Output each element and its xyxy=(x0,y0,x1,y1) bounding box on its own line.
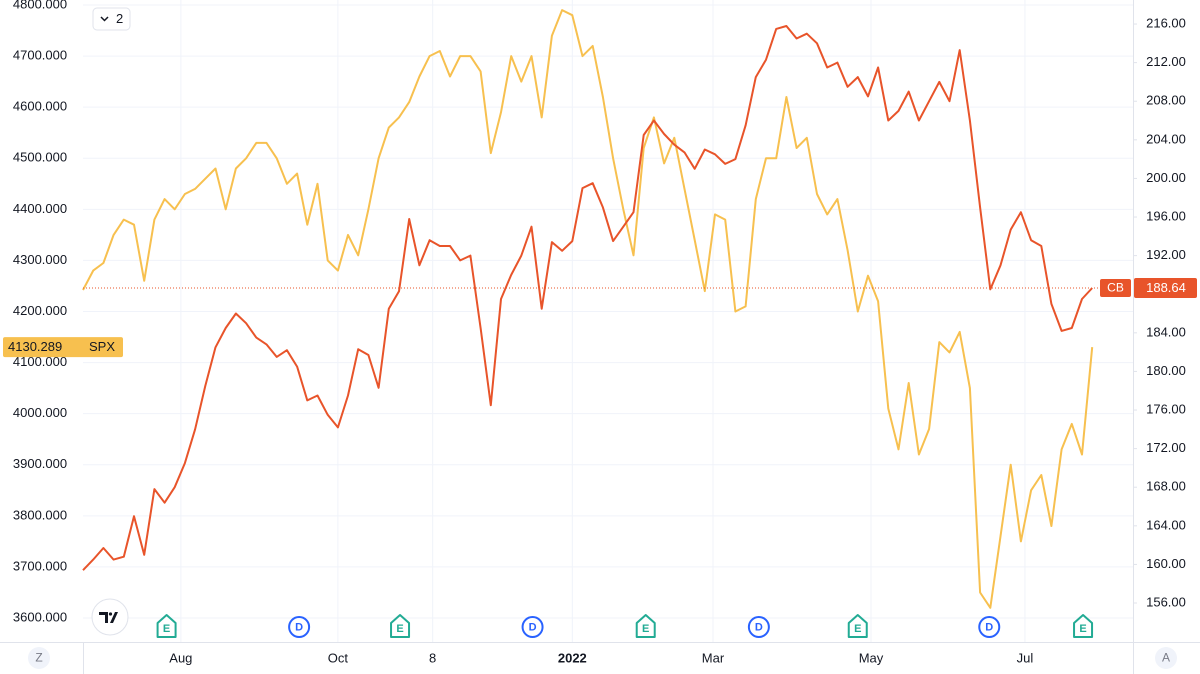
chevron-icon xyxy=(100,16,109,22)
y2-tick-label: 164.00 xyxy=(1146,517,1186,532)
y-tick-label: 3600.000 xyxy=(13,609,67,624)
event-marker[interactable]: D xyxy=(747,616,770,638)
y-tick-label: 4200.000 xyxy=(13,303,67,318)
series-line xyxy=(82,25,1093,571)
logo-mark xyxy=(99,612,118,623)
y-tick-label: 3900.000 xyxy=(13,456,67,471)
right-scale-button[interactable]: A xyxy=(1155,647,1177,669)
y2-tick-label: 184.00 xyxy=(1146,324,1186,339)
event-marker[interactable]: E xyxy=(156,614,177,638)
left-scale-button[interactable]: Z xyxy=(28,647,50,669)
tv-logo[interactable] xyxy=(91,598,129,636)
y-tick-label: 4300.000 xyxy=(13,252,67,267)
scale-button-label: A xyxy=(1162,651,1170,665)
legend-toggle-box[interactable] xyxy=(92,7,131,31)
y-tick-label: 4000.000 xyxy=(13,405,67,420)
y2-tick-label: 168.00 xyxy=(1146,479,1186,494)
last-price-badge xyxy=(1134,278,1197,299)
event-label: E xyxy=(163,623,170,635)
event-badge xyxy=(747,616,770,638)
event-badge xyxy=(635,614,656,638)
y-tick-label: 4600.000 xyxy=(13,99,67,114)
event-badge xyxy=(390,614,411,638)
y2-tick-label: 192.00 xyxy=(1146,247,1186,262)
last-price-badge xyxy=(3,337,123,358)
legend-toggle[interactable]: 2 xyxy=(92,7,131,31)
legend-toggle-count: 2 xyxy=(116,11,123,26)
event-marker[interactable]: E xyxy=(847,614,868,638)
y-tick-label: 3800.000 xyxy=(13,507,67,522)
scale-button-label: Z xyxy=(35,651,42,665)
scale-button-bg[interactable] xyxy=(1155,647,1177,669)
event-marker[interactable]: E xyxy=(635,614,656,638)
y-tick-label: 4100.000 xyxy=(13,354,67,369)
event-label: D xyxy=(755,621,763,633)
y2-tick-label: 196.00 xyxy=(1146,208,1186,223)
x-tick-label: Aug xyxy=(169,650,192,665)
event-marker[interactable]: E xyxy=(1073,614,1094,638)
event-badge xyxy=(288,616,311,638)
y2-tick-label: 212.00 xyxy=(1146,54,1186,69)
logo-dot xyxy=(108,612,113,616)
logo-circle[interactable] xyxy=(91,598,129,636)
y2-tick-label: 200.00 xyxy=(1146,170,1186,185)
event-badge xyxy=(847,614,868,638)
event-label: D xyxy=(295,621,303,633)
event-badge xyxy=(1073,614,1094,638)
event-badge xyxy=(156,614,177,638)
event-badge xyxy=(521,616,544,638)
series-name: SPX xyxy=(89,339,115,354)
event-label: E xyxy=(854,623,861,635)
y2-tick-label: 156.00 xyxy=(1146,594,1186,609)
event-label: E xyxy=(642,623,649,635)
event-marker[interactable]: E xyxy=(390,614,411,638)
grid xyxy=(83,0,1133,642)
event-label: D xyxy=(529,621,537,633)
y2-tick-label: 208.00 xyxy=(1146,93,1186,108)
last-price-label: 188.64 xyxy=(1146,280,1186,295)
event-marker[interactable]: D xyxy=(978,616,1001,638)
x-tick-label: May xyxy=(859,650,884,665)
y2-tick-label: 204.00 xyxy=(1146,131,1186,146)
last-price-label: 4130.289 xyxy=(8,339,62,354)
event-marker[interactable]: D xyxy=(521,616,544,638)
x-tick-label: Mar xyxy=(702,650,725,665)
y-tick-label: 4800.000 xyxy=(13,0,67,11)
y2-tick-label: 176.00 xyxy=(1146,401,1186,416)
series-name: CB xyxy=(1107,281,1124,295)
y2-tick-label: 180.00 xyxy=(1146,363,1186,378)
series-name-badge xyxy=(1100,279,1131,298)
y2-tick-label: 216.00 xyxy=(1146,15,1186,30)
x-tick-label: Jul xyxy=(1017,650,1034,665)
event-badge xyxy=(978,616,1001,638)
event-label: E xyxy=(396,623,403,635)
y-tick-label: 4500.000 xyxy=(13,150,67,165)
series-line xyxy=(82,9,1094,609)
event-label: D xyxy=(985,621,993,633)
y2-tick-label: 172.00 xyxy=(1146,440,1186,455)
y2-tick-label: 160.00 xyxy=(1146,556,1186,571)
event-label: E xyxy=(1079,623,1086,635)
y-tick-label: 4700.000 xyxy=(13,48,67,63)
y-tick-label: 4400.000 xyxy=(13,201,67,216)
event-marker[interactable]: D xyxy=(288,616,311,638)
x-tick-label: 8 xyxy=(429,650,436,665)
scale-button-bg[interactable] xyxy=(28,647,50,669)
x-tick-label: Oct xyxy=(328,650,349,665)
y-tick-label: 3700.000 xyxy=(13,558,67,573)
x-tick-label: 2022 xyxy=(558,650,587,665)
